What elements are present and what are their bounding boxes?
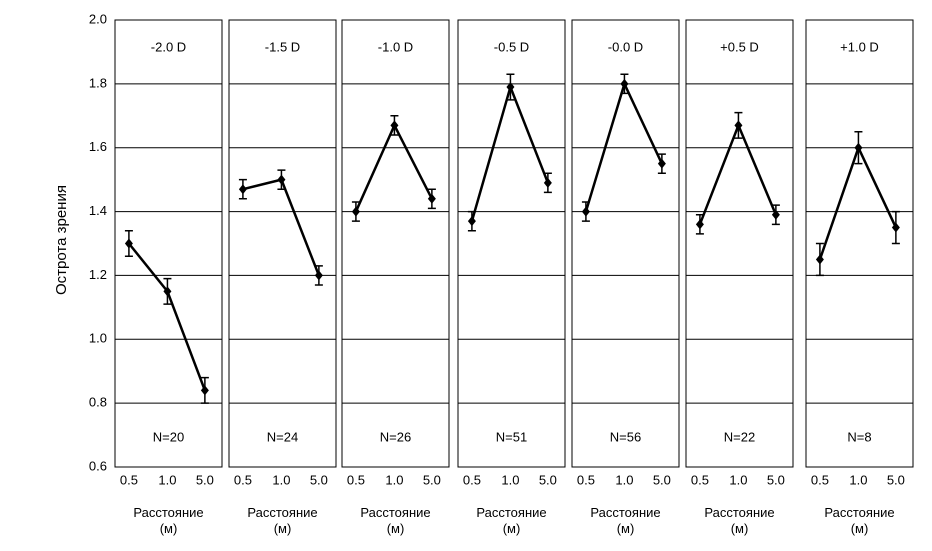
data-point [815, 254, 824, 265]
x-tick-label: 1.0 [729, 472, 747, 487]
panel-frame [114, 19, 223, 468]
x-axis-label: Расстояние (м) [824, 505, 895, 536]
data-point [390, 120, 399, 131]
data-point [238, 184, 247, 195]
x-tick-label: 0.5 [234, 472, 252, 487]
data-point [351, 206, 360, 217]
panel-annotation: N=20 [153, 429, 184, 444]
panel-title: +0.5 D [720, 39, 759, 54]
panel-title: +1.0 D [840, 39, 879, 54]
x-axis-label: Расстояние (м) [590, 505, 661, 536]
data-point [734, 120, 743, 131]
panel-frame [805, 19, 914, 468]
y-tick-label: 1.4 [89, 203, 107, 218]
x-tick-label: 1.0 [385, 472, 403, 487]
x-tick-label: 0.5 [347, 472, 365, 487]
panel-annotation: N=26 [380, 429, 411, 444]
y-tick-label: 1.6 [89, 139, 107, 154]
data-point [124, 238, 133, 249]
x-tick-label: 5.0 [653, 472, 671, 487]
data-point [506, 82, 515, 93]
x-tick-label: 0.5 [120, 472, 138, 487]
x-tick-label: 5.0 [539, 472, 557, 487]
panel-annotation: N=22 [724, 429, 755, 444]
y-tick-label: 1.2 [89, 267, 107, 282]
data-point [891, 222, 900, 233]
y-tick-label: 0.8 [89, 395, 107, 410]
data-line [127, 242, 207, 391]
data-point [277, 174, 286, 185]
x-tick-label: 5.0 [887, 472, 905, 487]
data-point [854, 142, 863, 153]
x-axis-label: Расстояние (м) [133, 505, 204, 536]
x-tick-label: 1.0 [272, 472, 290, 487]
x-tick-label: 5.0 [196, 472, 214, 487]
y-tick-label: 0.6 [89, 458, 107, 473]
x-axis-label: Расстояние (м) [247, 505, 318, 536]
data-point [314, 270, 323, 281]
x-tick-label: 0.5 [577, 472, 595, 487]
x-tick-label: 1.0 [615, 472, 633, 487]
panel-frame [685, 19, 794, 468]
x-tick-label: 5.0 [767, 472, 785, 487]
panel-title: -0.0 D [608, 39, 643, 54]
x-axis-label: Расстояние (м) [704, 505, 775, 536]
x-axis-label: Расстояние (м) [360, 505, 431, 536]
x-tick-label: 1.0 [849, 472, 867, 487]
data-point [581, 206, 590, 217]
data-line [818, 144, 898, 260]
y-tick-label: 2.0 [89, 11, 107, 26]
data-point [200, 385, 209, 396]
data-point [163, 286, 172, 297]
panel-annotation: N=8 [847, 429, 871, 444]
data-line [354, 122, 433, 213]
data-point [620, 78, 629, 89]
panel-frame [341, 19, 450, 468]
x-tick-label: 0.5 [811, 472, 829, 487]
x-tick-label: 5.0 [310, 472, 328, 487]
panel-annotation: N=51 [496, 429, 527, 444]
panel-frame [571, 19, 680, 468]
data-line [470, 83, 550, 222]
data-point [543, 177, 552, 188]
data-point [771, 209, 780, 220]
data-point [427, 193, 436, 204]
data-point [695, 219, 704, 230]
panel-title: -2.0 D [151, 39, 186, 54]
y-tick-label: 1.8 [89, 75, 107, 90]
panel-annotation: N=24 [267, 429, 298, 444]
data-line [698, 122, 778, 225]
x-axis-label: Расстояние (м) [476, 505, 547, 536]
panel-title: -0.5 D [494, 39, 529, 54]
x-tick-label: 1.0 [501, 472, 519, 487]
panel-frame [457, 19, 566, 468]
panel-title: -1.5 D [265, 39, 300, 54]
data-point [467, 216, 476, 227]
y-tick-label: 1.0 [89, 331, 107, 346]
data-point [657, 158, 666, 169]
x-tick-label: 5.0 [423, 472, 441, 487]
panel-frame [228, 19, 337, 468]
data-line [242, 178, 321, 276]
x-tick-label: 1.0 [158, 472, 176, 487]
y-axis-label: Острота зрения [53, 185, 70, 295]
x-tick-label: 0.5 [691, 472, 709, 487]
panel-annotation: N=56 [610, 429, 641, 444]
panel-title: -1.0 D [378, 39, 413, 54]
x-tick-label: 0.5 [463, 472, 481, 487]
